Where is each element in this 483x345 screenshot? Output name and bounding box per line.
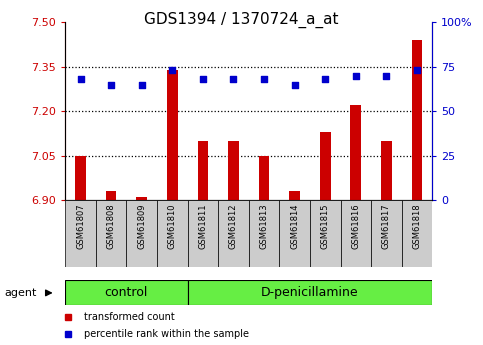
Point bbox=[260, 77, 268, 82]
Point bbox=[77, 77, 85, 82]
Bar bbox=[381, 141, 392, 200]
Text: GSM61811: GSM61811 bbox=[199, 204, 207, 249]
Point bbox=[321, 77, 329, 82]
Text: GSM61817: GSM61817 bbox=[382, 204, 391, 249]
Point bbox=[383, 73, 390, 78]
Bar bbox=[310, 200, 341, 267]
Text: D-penicillamine: D-penicillamine bbox=[261, 286, 359, 299]
Text: GSM61814: GSM61814 bbox=[290, 204, 299, 249]
Point bbox=[229, 77, 237, 82]
Text: transformed count: transformed count bbox=[84, 313, 174, 322]
Bar bbox=[65, 280, 187, 305]
Point bbox=[107, 82, 115, 87]
Bar bbox=[279, 200, 310, 267]
Bar bbox=[289, 191, 300, 200]
Point bbox=[199, 77, 207, 82]
Bar bbox=[65, 200, 96, 267]
Bar bbox=[167, 70, 178, 200]
Text: GSM61813: GSM61813 bbox=[259, 204, 269, 249]
Bar bbox=[218, 200, 249, 267]
Bar bbox=[75, 156, 86, 200]
Bar bbox=[228, 141, 239, 200]
Point bbox=[169, 68, 176, 73]
Bar bbox=[198, 141, 208, 200]
Text: GSM61810: GSM61810 bbox=[168, 204, 177, 249]
Bar bbox=[96, 200, 127, 267]
Text: GSM61815: GSM61815 bbox=[321, 204, 330, 249]
Bar bbox=[341, 200, 371, 267]
Text: agent: agent bbox=[5, 288, 37, 298]
Text: control: control bbox=[105, 286, 148, 299]
Text: GSM61807: GSM61807 bbox=[76, 204, 85, 249]
Text: GSM61818: GSM61818 bbox=[412, 204, 422, 249]
Bar bbox=[412, 40, 422, 200]
Bar bbox=[320, 132, 330, 200]
Text: percentile rank within the sample: percentile rank within the sample bbox=[84, 329, 249, 339]
Bar bbox=[187, 280, 432, 305]
Bar bbox=[351, 105, 361, 200]
Point bbox=[291, 82, 298, 87]
Bar bbox=[249, 200, 279, 267]
Text: GSM61816: GSM61816 bbox=[351, 204, 360, 249]
Text: GSM61809: GSM61809 bbox=[137, 204, 146, 249]
Bar bbox=[187, 200, 218, 267]
Bar bbox=[259, 156, 270, 200]
Point bbox=[352, 73, 360, 78]
Text: GSM61808: GSM61808 bbox=[107, 204, 115, 249]
Bar bbox=[402, 200, 432, 267]
Bar bbox=[371, 200, 402, 267]
Bar bbox=[106, 191, 116, 200]
Text: GDS1394 / 1370724_a_at: GDS1394 / 1370724_a_at bbox=[144, 12, 339, 28]
Bar bbox=[157, 200, 187, 267]
Point bbox=[138, 82, 145, 87]
Text: GSM61812: GSM61812 bbox=[229, 204, 238, 249]
Point bbox=[413, 68, 421, 73]
Bar bbox=[136, 197, 147, 200]
Bar bbox=[127, 200, 157, 267]
